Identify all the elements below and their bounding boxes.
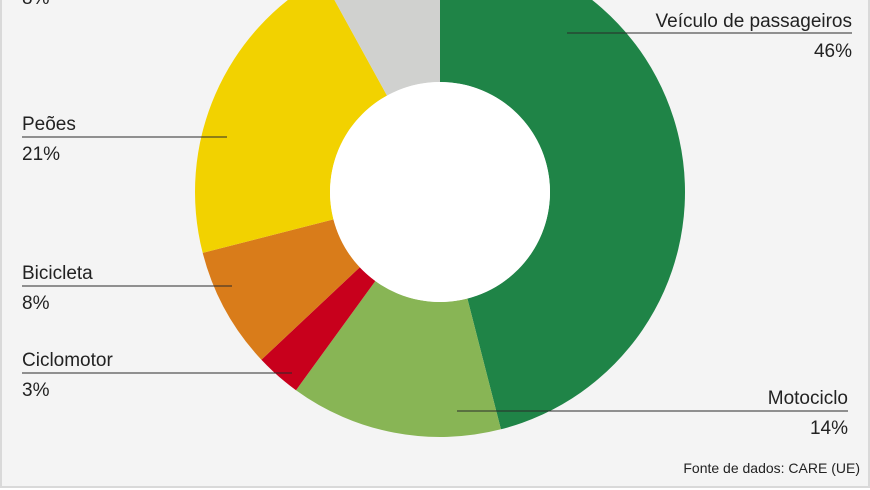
slice-peões (195, 0, 388, 253)
slice-value-label: 14% (810, 418, 848, 439)
slice-label: Bicicleta (22, 263, 93, 284)
slice-ciclomotor (261, 267, 376, 391)
slice-value-label: 8% (22, 293, 50, 314)
slice-label: Ciclomotor (22, 350, 113, 371)
slice-other (334, 0, 440, 96)
slice-label: Motociclo (768, 388, 848, 409)
slice-label: Peões (22, 114, 76, 135)
donut-hole (330, 82, 550, 302)
source-note: Fonte de dados: CARE (UE) (683, 460, 860, 476)
slice-value-label: 46% (814, 41, 852, 62)
slice-bicicleta (202, 219, 360, 360)
slice-value-label: 8% (22, 0, 50, 9)
slice-veículo-de-passageiros (440, 0, 685, 430)
slice-value-label: 21% (22, 144, 60, 165)
slice-motociclo (295, 280, 501, 437)
slice-label: Veículo de passageiros (656, 11, 852, 32)
slice-value-label: 3% (22, 380, 50, 401)
